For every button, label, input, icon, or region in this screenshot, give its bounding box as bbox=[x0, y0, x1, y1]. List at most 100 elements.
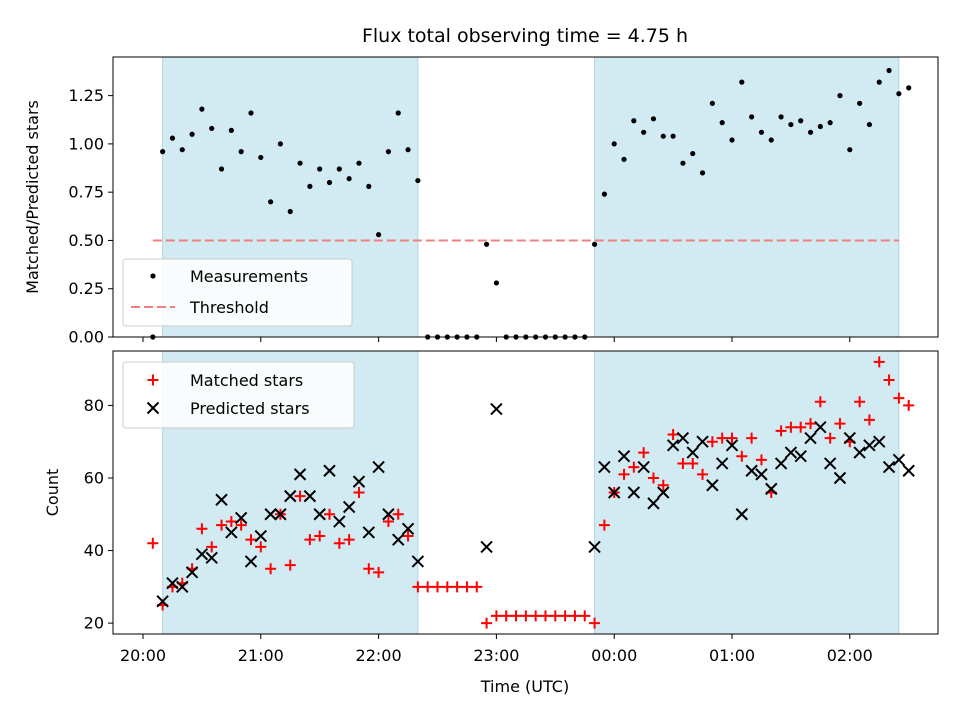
measurement-point bbox=[798, 118, 804, 124]
measurement-point bbox=[778, 114, 784, 120]
measurement-point bbox=[906, 85, 912, 91]
measurement-point bbox=[258, 154, 264, 161]
predicted-star-point bbox=[745, 464, 758, 477]
measurement-point bbox=[218, 166, 225, 172]
measurement-point bbox=[690, 150, 696, 157]
predicted-star-point bbox=[264, 508, 277, 521]
predicted-star-point bbox=[176, 580, 189, 594]
measurement-point bbox=[483, 241, 490, 247]
ratio-panel: 0.00 0.25 0.50 0.75 1.00 1.25 Matched/Predicte… bbox=[23, 56, 939, 347]
matched-star-point bbox=[687, 457, 699, 469]
predicted-star-point bbox=[823, 457, 837, 470]
matched-star-point bbox=[716, 432, 728, 444]
measurement-point bbox=[209, 125, 215, 132]
matched-star-point bbox=[863, 414, 875, 426]
matched-star-point bbox=[461, 581, 473, 593]
matched-star-point bbox=[657, 479, 669, 491]
predicted-star-point bbox=[794, 450, 807, 463]
y-tick-label: 1.00 bbox=[68, 134, 104, 153]
shaded-interval bbox=[594, 351, 899, 634]
x-tick-label: 21:00 bbox=[238, 646, 284, 665]
predicted-star-point bbox=[784, 446, 798, 459]
predicted-star-point bbox=[607, 486, 621, 499]
matched-star-point bbox=[265, 563, 277, 575]
measurement-point bbox=[395, 110, 401, 116]
matched-star-point bbox=[569, 610, 581, 622]
matched-star-point bbox=[667, 428, 679, 440]
predicted-star-point bbox=[696, 435, 709, 448]
matched-star-point bbox=[628, 461, 640, 473]
measurement-point bbox=[758, 129, 765, 135]
y-axis-label: Count bbox=[43, 469, 62, 517]
measurement-point bbox=[189, 131, 195, 137]
predicted-star-point bbox=[725, 439, 739, 452]
predicted-star-point bbox=[588, 540, 601, 554]
matched-star-point bbox=[363, 563, 375, 575]
measurement-point bbox=[817, 123, 823, 130]
measurement-point bbox=[317, 166, 323, 172]
measurement-point bbox=[346, 176, 352, 182]
matched-star-point bbox=[412, 581, 424, 593]
y-tick-label: 0.25 bbox=[68, 279, 104, 298]
matched-star-point bbox=[755, 454, 767, 466]
measurement-point bbox=[660, 133, 666, 139]
measurement-point bbox=[376, 232, 382, 238]
matched-star-point bbox=[697, 468, 709, 480]
legend-measurements-marker bbox=[150, 273, 156, 279]
measurement-point bbox=[680, 160, 686, 166]
y-tick-label: 1.25 bbox=[68, 86, 104, 105]
matched-star-point bbox=[441, 581, 453, 593]
predicted-star-point bbox=[676, 431, 690, 445]
matched-star-point bbox=[539, 610, 551, 622]
matched-star-point bbox=[647, 472, 659, 484]
matched-star-point bbox=[333, 537, 345, 549]
matched-star-point bbox=[314, 530, 326, 542]
matched-star-point bbox=[382, 516, 394, 528]
measurement-point bbox=[837, 93, 843, 99]
y-tick-label: 60 bbox=[84, 468, 104, 487]
y-tick-label: 80 bbox=[84, 396, 104, 415]
predicted-star-point bbox=[411, 555, 425, 568]
predicted-star-point bbox=[686, 446, 699, 459]
measurement-point bbox=[297, 160, 303, 166]
predicted-star-point bbox=[156, 595, 169, 608]
matched-star-point bbox=[834, 418, 846, 430]
matched-star-point bbox=[854, 396, 866, 408]
measurement-point bbox=[248, 110, 254, 116]
matched-star-point bbox=[726, 432, 738, 444]
matched-star-point bbox=[785, 421, 797, 433]
matched-star-point bbox=[353, 487, 365, 498]
predicted-star-point bbox=[902, 464, 915, 477]
count-panel: 20 40 60 80 20:00 21:00 22:00 23:00 00:00 01:00 02… bbox=[43, 350, 939, 665]
measurement-point bbox=[807, 129, 814, 135]
y-tick-label: 0.75 bbox=[68, 183, 104, 202]
measurement-point bbox=[228, 127, 234, 133]
matched-star-point bbox=[814, 396, 826, 408]
predicted-star-point bbox=[313, 508, 326, 521]
measurement-point bbox=[268, 199, 274, 205]
measurement-point bbox=[749, 114, 755, 120]
matched-star-point bbox=[883, 374, 895, 386]
x-tick-label: 00:00 bbox=[591, 646, 637, 665]
matched-star-point bbox=[392, 508, 404, 520]
legend-threshold-label: Threshold bbox=[189, 298, 269, 317]
predicted-star-point bbox=[843, 431, 857, 445]
matched-star-point bbox=[294, 490, 306, 502]
measurement-point bbox=[199, 106, 205, 112]
x-tick-label: 20:00 bbox=[120, 646, 166, 665]
y-tick-label: 20 bbox=[84, 614, 104, 633]
predicted-star-point bbox=[205, 551, 218, 565]
measurement-point bbox=[591, 241, 598, 247]
measurement-point bbox=[847, 147, 853, 153]
measurement-point bbox=[719, 120, 725, 126]
chart-title: Flux total observing time = 4.75 h bbox=[362, 25, 688, 47]
matched-star-point bbox=[903, 399, 915, 411]
predicted-star-point bbox=[293, 468, 307, 481]
matched-star-point bbox=[304, 534, 316, 546]
predicted-star-point bbox=[401, 522, 415, 535]
matched-star-point bbox=[775, 425, 787, 437]
axes-frame bbox=[112, 56, 939, 338]
matched-star-point bbox=[510, 610, 522, 622]
predicted-star-point bbox=[617, 450, 631, 463]
